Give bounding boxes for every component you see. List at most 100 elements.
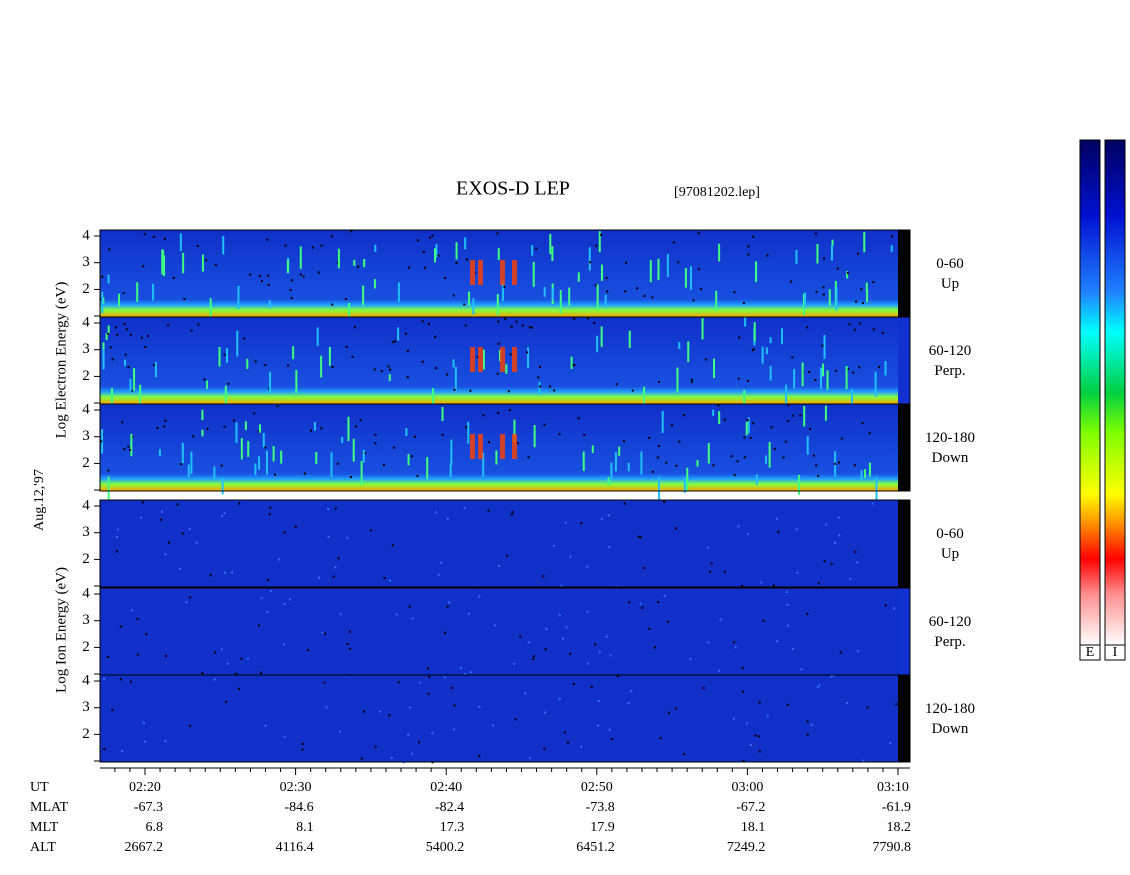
texture [628, 601, 631, 604]
texture [123, 359, 126, 366]
spectrogram [100, 675, 898, 762]
texture [223, 512, 226, 515]
texture [362, 285, 365, 306]
texture [107, 469, 110, 472]
texture [528, 326, 531, 329]
texture [648, 436, 651, 439]
texture [493, 624, 496, 627]
panel-angle: 60-120 [929, 343, 972, 359]
texture [133, 368, 136, 391]
y-tick-label: 2 [82, 455, 90, 471]
texture [776, 517, 779, 520]
texture [861, 422, 864, 425]
texture [697, 268, 700, 271]
texture [853, 464, 856, 467]
texture [389, 368, 392, 371]
texture [344, 298, 347, 301]
texture [476, 355, 479, 358]
texture [828, 289, 831, 306]
texture [770, 426, 773, 429]
texture [861, 302, 864, 305]
texture [192, 435, 195, 438]
texture [161, 249, 164, 275]
texture [299, 246, 302, 269]
texture [559, 290, 562, 314]
texture [144, 346, 147, 349]
texture [491, 724, 494, 727]
texture [413, 435, 416, 438]
texture [164, 739, 167, 742]
texture [532, 658, 535, 661]
texture [817, 582, 820, 585]
texture [596, 335, 599, 353]
texture [189, 725, 192, 728]
texture [709, 570, 712, 573]
texture [182, 252, 185, 274]
texture [826, 370, 829, 390]
panel-angle: 0-60 [936, 256, 964, 272]
texture [465, 426, 468, 429]
texture [339, 613, 342, 616]
texture [674, 527, 677, 530]
texture [594, 284, 597, 287]
texture [755, 261, 758, 282]
texture [264, 724, 267, 727]
y-tick-label: 4 [82, 227, 90, 243]
texture [549, 233, 552, 255]
texture [440, 561, 443, 564]
texture [237, 285, 240, 310]
texture [373, 368, 376, 371]
texture [204, 259, 207, 262]
texture [143, 740, 146, 743]
texture [317, 576, 320, 579]
texture [600, 326, 603, 347]
texture [589, 261, 592, 264]
texture [286, 259, 289, 273]
texture [689, 266, 692, 290]
texture [397, 282, 400, 303]
texture [866, 706, 869, 709]
texture [745, 421, 748, 436]
y-tick-label: 2 [82, 639, 90, 655]
texture [136, 653, 139, 656]
texture [782, 456, 785, 459]
texture [690, 378, 693, 381]
texture [846, 368, 849, 371]
texture [349, 476, 352, 479]
texture [179, 233, 182, 251]
texture [746, 419, 749, 422]
data-gap [898, 230, 910, 317]
texture [243, 337, 246, 340]
texture [374, 433, 377, 436]
texture [460, 666, 463, 669]
texture [464, 324, 467, 327]
texture [776, 640, 779, 643]
texture [598, 651, 601, 654]
texture [717, 404, 720, 407]
texture [235, 672, 238, 675]
texture [268, 513, 271, 516]
texture [223, 425, 226, 428]
texture [280, 450, 283, 464]
texture [350, 230, 353, 233]
texture [790, 280, 793, 283]
texture [387, 365, 390, 368]
texture [379, 710, 382, 713]
texture [863, 231, 866, 253]
texture [167, 541, 170, 544]
texture [353, 326, 356, 329]
texture [143, 233, 146, 236]
texture [749, 744, 752, 747]
texture [240, 657, 243, 660]
texture [675, 464, 678, 467]
texture [190, 329, 193, 332]
texture [107, 274, 110, 284]
texture [821, 344, 824, 347]
texture [266, 238, 269, 241]
texture [262, 433, 265, 448]
spectrogram [100, 230, 898, 317]
texture [478, 260, 483, 285]
texture [893, 607, 896, 610]
texture [327, 536, 330, 539]
texture [572, 683, 575, 686]
